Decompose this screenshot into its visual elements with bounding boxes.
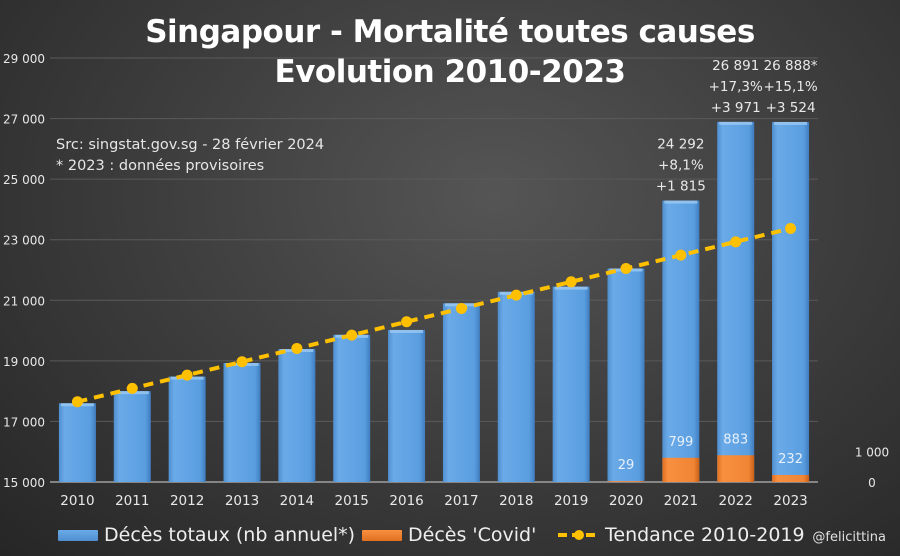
bar-highlight bbox=[390, 329, 424, 333]
bar-total-2012 bbox=[168, 376, 206, 482]
bar-total-2013 bbox=[223, 362, 261, 482]
y-tick-label-left: 15 000 bbox=[3, 476, 45, 490]
bar-total-2018 bbox=[497, 291, 535, 482]
chart-title-line1: Singapour - Mortalité toutes causes bbox=[145, 14, 755, 50]
bar-highlight bbox=[664, 200, 698, 204]
x-tick-label: 2012 bbox=[170, 493, 204, 509]
trend-point-2017 bbox=[455, 302, 467, 314]
bar-annotation-2022: +3 971 bbox=[711, 100, 761, 116]
x-tick-label: 2022 bbox=[719, 493, 753, 509]
bar-total-2010 bbox=[58, 403, 96, 482]
legend-item-covid[interactable]: Décès 'Covid' bbox=[362, 522, 536, 548]
bar-annotation-2023: +15,1% bbox=[763, 79, 817, 95]
bar-annotation-2021: +8,1% bbox=[658, 158, 704, 174]
y-tick-label-left: 21 000 bbox=[3, 294, 45, 308]
bar-covid-2023 bbox=[772, 474, 810, 482]
covid-data-label: 29 bbox=[618, 458, 635, 473]
trend-point-2022 bbox=[730, 236, 742, 248]
x-tick-label: 2021 bbox=[664, 493, 698, 509]
x-tick-label: 2010 bbox=[60, 493, 94, 509]
bar-total-2022 bbox=[717, 121, 755, 483]
y-tick-label-left: 23 000 bbox=[3, 234, 45, 248]
bar-annotation-2021: +1 815 bbox=[656, 179, 706, 195]
bar-total-2015 bbox=[333, 334, 371, 482]
trend-point-2021 bbox=[675, 249, 687, 261]
chart-title-line2: Evolution 2010-2023 bbox=[274, 54, 626, 90]
covid-data-label: 799 bbox=[668, 435, 693, 450]
legend-item-total[interactable]: Décès totaux (nb annuel*) bbox=[58, 522, 355, 548]
trend-point-2015 bbox=[346, 329, 358, 341]
bar-total-2020 bbox=[607, 268, 645, 482]
bar-annotation-2021: 24 292 bbox=[657, 137, 704, 153]
y-tick-label-left: 29 000 bbox=[3, 52, 45, 66]
trend-point-2023 bbox=[785, 223, 797, 235]
provisional-note: * 2023 : données provisoires bbox=[56, 158, 265, 174]
y-tick-label-left: 17 000 bbox=[3, 415, 45, 429]
bar-annotation-2022: 26 891 bbox=[712, 58, 759, 74]
covid-data-label: 883 bbox=[723, 432, 748, 447]
x-tick-label: 2020 bbox=[609, 493, 643, 509]
trend-point-2014 bbox=[291, 342, 303, 354]
x-tick-label: 2013 bbox=[225, 493, 259, 509]
legend-item-trend[interactable]: Tendance 2010-2019 bbox=[557, 522, 805, 548]
bar-annotation-2023: 26 888* bbox=[764, 58, 818, 74]
orange-bar-swatch-icon bbox=[362, 529, 402, 541]
dashed-line-dot-swatch-icon bbox=[558, 530, 600, 540]
legend-label-total: Décès totaux (nb annuel*) bbox=[104, 524, 356, 546]
x-tick-label: 2011 bbox=[115, 493, 149, 509]
trend-point-2018 bbox=[510, 289, 522, 301]
blue-bar-swatch-icon bbox=[58, 529, 98, 541]
bar-annotation-2022: +17,3% bbox=[709, 79, 763, 95]
x-tick-label: 2014 bbox=[280, 493, 314, 509]
bar-total-2019 bbox=[552, 286, 590, 482]
x-tick-label: 2017 bbox=[444, 493, 478, 509]
trend-point-2016 bbox=[401, 316, 413, 328]
source-note: Src: singstat.gov.sg - 28 février 2024 bbox=[56, 137, 325, 153]
author-credit: @felicittina bbox=[812, 530, 886, 545]
covid-data-label: 232 bbox=[778, 452, 803, 467]
bar-covid-2020 bbox=[607, 481, 645, 482]
bar-total-2016 bbox=[388, 329, 426, 482]
legend-label-trend: Tendance 2010-2019 bbox=[605, 524, 805, 546]
bar-highlight bbox=[554, 286, 588, 290]
x-tick-label: 2015 bbox=[335, 493, 369, 509]
trend-line bbox=[76, 226, 792, 404]
trend-point-2019 bbox=[565, 276, 577, 288]
trend-point-2011 bbox=[126, 382, 138, 394]
y-tick-label-right: 0 bbox=[868, 476, 876, 490]
trend-point-2013 bbox=[236, 356, 248, 368]
y-tick-label-left: 27 000 bbox=[3, 113, 45, 127]
y-tick-label-right: 1 000 bbox=[855, 446, 889, 460]
trend-point-2012 bbox=[181, 369, 193, 381]
bar-total-2011 bbox=[113, 391, 151, 482]
x-tick-label: 2019 bbox=[554, 493, 588, 509]
legend-label-covid: Décès 'Covid' bbox=[408, 524, 537, 546]
bar-highlight bbox=[774, 121, 808, 125]
bar-total-2014 bbox=[278, 349, 316, 482]
bar-total-2017 bbox=[442, 303, 480, 482]
bar-highlight bbox=[719, 121, 753, 125]
x-tick-label: 2023 bbox=[773, 493, 807, 509]
trend-point-2020 bbox=[620, 262, 632, 274]
y-tick-label-left: 19 000 bbox=[3, 355, 45, 369]
x-tick-label: 2018 bbox=[499, 493, 533, 509]
x-tick-label: 2016 bbox=[389, 493, 423, 509]
bar-covid-2021 bbox=[662, 457, 700, 482]
bar-total-2021 bbox=[662, 200, 700, 482]
y-tick-label-left: 25 000 bbox=[3, 173, 45, 187]
trend-point-2010 bbox=[71, 396, 83, 408]
bar-covid-2022 bbox=[717, 455, 755, 482]
bar-annotation-2023: +3 524 bbox=[766, 100, 816, 116]
bar-total-2023 bbox=[772, 121, 810, 482]
